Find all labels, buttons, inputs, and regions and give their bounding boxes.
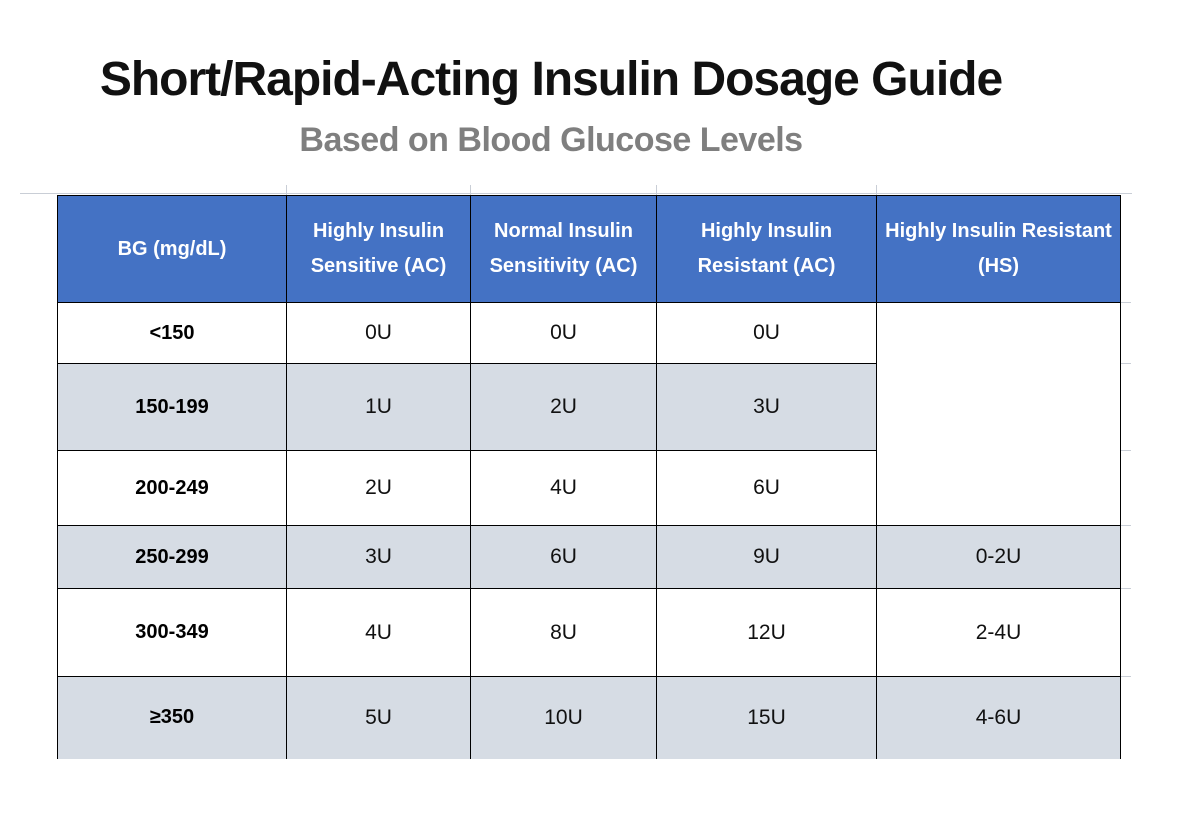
cell-dose: 3U [286, 525, 471, 589]
cell-dose-hs: 4-6U [876, 676, 1121, 759]
cell-bg-range: 200-249 [57, 450, 287, 526]
insulin-dosage-table: BG (mg/dL) Highly Insulin Sensitive (AC)… [57, 195, 1121, 759]
cell-dose: 0U [470, 302, 657, 364]
table-row: <150 0U 0U 0U [57, 302, 1121, 526]
column-header-highly-resistant-ac: Highly Insulin Resistant (AC) [656, 195, 877, 303]
cell-dose: 6U [656, 450, 877, 526]
cell-dose-hs: 2-4U [876, 588, 1121, 677]
table-row: 200-249 2U 4U 6U [57, 450, 1121, 526]
gridline-vertical-stub [876, 185, 877, 195]
cell-dose: 0U [286, 302, 471, 364]
cell-dose-hs: 0-2U [876, 525, 1121, 589]
column-header-normal-sensitivity-ac: Normal Insulin Sensitivity (AC) [470, 195, 657, 303]
gridline-right-stub [1119, 676, 1131, 677]
cell-dose: 9U [656, 525, 877, 589]
cell-dose: 1U [286, 363, 471, 451]
cell-dose: 4U [286, 588, 471, 677]
gridline-right-stub [1119, 363, 1131, 364]
cell-dose: 5U [286, 676, 471, 759]
cell-dose: 6U [470, 525, 657, 589]
cell-dose: 4U [470, 450, 657, 526]
cell-dose: 10U [470, 676, 657, 759]
table-row: ≥350 5U 10U 15U 4-6U [57, 676, 1121, 759]
cell-bg-range: <150 [57, 302, 287, 364]
gridline-horizontal-top [20, 193, 1132, 194]
cell-bg-range: ≥350 [57, 676, 287, 759]
cell-bg-range: 150-199 [57, 363, 287, 451]
cell-dose: 2U [470, 363, 657, 451]
cell-dose: 15U [656, 676, 877, 759]
cell-dose: 12U [656, 588, 877, 677]
gridline-vertical-stub [470, 185, 471, 195]
header-row: BG (mg/dL) Highly Insulin Sensitive (AC)… [57, 195, 1121, 303]
table-row: 250-299 3U 6U 9U 0-2U [57, 525, 1121, 589]
page-subtitle: Based on Blood Glucose Levels [299, 120, 803, 159]
gridline-right-stub [1119, 450, 1131, 451]
cell-bg-range: 250-299 [57, 525, 287, 589]
gridline-vertical-stub [286, 185, 287, 195]
gridline-right-stub [1119, 588, 1131, 589]
table-row: 150-199 1U 2U 3U [57, 363, 1121, 451]
gridline-right-stub [1119, 302, 1131, 303]
heading-block: Short/Rapid-Acting Insulin Dosage Guide … [0, 0, 1102, 160]
gridline-right-stub [1119, 525, 1131, 526]
page-title: Short/Rapid-Acting Insulin Dosage Guide [99, 53, 1003, 106]
column-header-highly-resistant-hs: Highly Insulin Resistant (HS) [876, 195, 1121, 303]
column-header-bg: BG (mg/dL) [57, 195, 287, 303]
column-header-highly-sensitive-ac: Highly Insulin Sensitive (AC) [286, 195, 471, 303]
cell-dose: 0U [656, 302, 877, 364]
cell-dose-hs-merged-empty [876, 302, 1121, 526]
cell-dose: 8U [470, 588, 657, 677]
cell-dose: 3U [656, 363, 877, 451]
table-row: 300-349 4U 8U 12U 2-4U [57, 588, 1121, 677]
cell-bg-range: 300-349 [57, 588, 287, 677]
cell-dose: 2U [286, 450, 471, 526]
gridline-vertical-stub [656, 185, 657, 195]
